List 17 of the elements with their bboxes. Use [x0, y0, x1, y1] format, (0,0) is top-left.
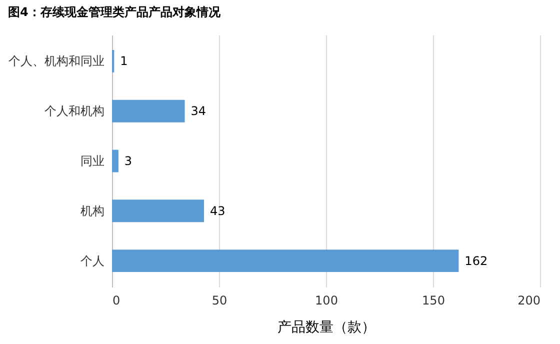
x-tick-label: 100 [315, 294, 338, 308]
data-label: 34 [190, 104, 206, 118]
x-axis-title: 产品数量（款） [278, 320, 376, 336]
data-label: 3 [124, 154, 132, 168]
x-tick-label: 50 [212, 294, 228, 308]
x-tick-label: 200 [518, 294, 540, 308]
data-label: 162 [464, 254, 488, 268]
data-label: 1 [120, 54, 128, 68]
y-tick-label: 机构 [80, 204, 104, 218]
chart-title: 图4：存续现金管理类产品产品对象情况 [8, 5, 222, 19]
y-tick-label: 个人和机构 [44, 104, 104, 118]
y-tick-label: 个人 [80, 254, 104, 268]
x-tick-label: 150 [422, 294, 445, 308]
data-label: 43 [210, 204, 226, 218]
y-tick-label: 同业 [80, 154, 104, 168]
x-tick-label: 0 [112, 294, 120, 308]
y-tick-label: 个人、机构和同业 [8, 54, 104, 68]
